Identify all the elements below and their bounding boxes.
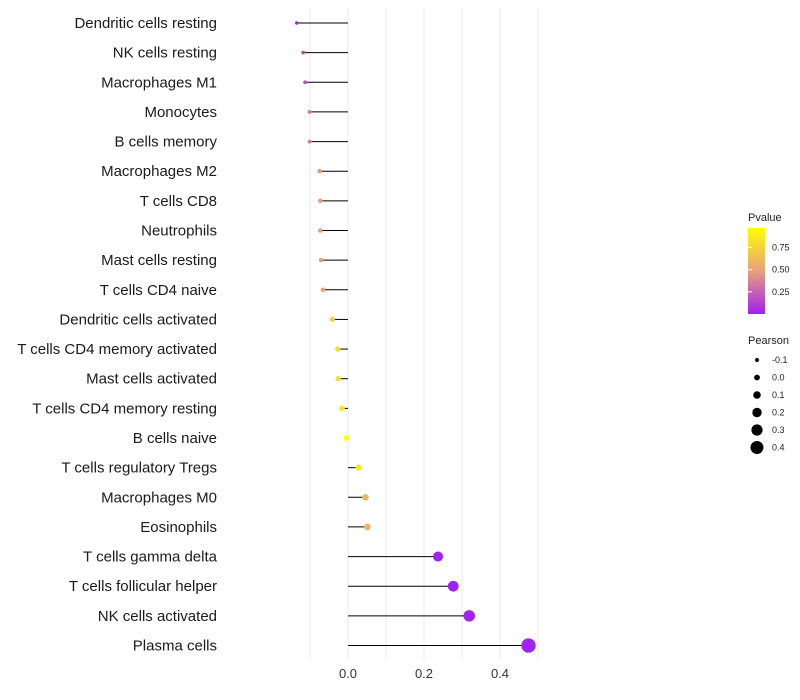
x-tick-label: 0.0 (339, 666, 357, 681)
category-label: Plasma cells (133, 638, 217, 655)
category-label: B cells memory (114, 134, 217, 151)
lollipop-point (362, 493, 369, 501)
x-tick-label: 0.2 (415, 666, 433, 681)
legend-pearson-label: 0.1 (772, 390, 785, 400)
category-label: Mast cells activated (86, 371, 217, 388)
category-label: Eosinophils (140, 519, 217, 536)
category-label: Macrophages M2 (101, 163, 217, 180)
category-label: NK cells activated (98, 608, 217, 625)
lollipop-point (301, 50, 305, 55)
category-label: Neutrophils (141, 223, 217, 240)
category-label: T cells CD4 memory activated (17, 341, 217, 358)
legend-pearson-key (754, 374, 760, 381)
x-tick-label: 0.4 (491, 666, 509, 681)
category-label: T cells CD8 (140, 193, 217, 210)
grid-layer (309, 8, 539, 660)
lollipop-point (447, 580, 459, 592)
legend-pvalue-title: Pvalue (748, 212, 782, 224)
lollipop-point (335, 346, 341, 352)
x-axis-ticks: 0.0 0.2 0.4 (339, 666, 509, 681)
legend-pvalue-label: 0.25 (772, 287, 790, 297)
category-label: T cells CD4 naive (100, 282, 217, 299)
category-label: T cells follicular helper (69, 578, 217, 595)
category-label: NK cells resting (113, 45, 217, 62)
lollipop-point (335, 376, 341, 382)
category-label: Mast cells resting (101, 252, 217, 269)
legend-pearson-key (750, 441, 764, 454)
lollipop-point (329, 316, 335, 322)
lollipop-point (320, 287, 326, 293)
lollipop-point (343, 435, 350, 441)
lollipop-point (318, 198, 323, 204)
legend-pearson: Pearson -0.1 0.0 0.1 0.2 0.3 0.4 (748, 335, 789, 454)
legend-pearson-key (752, 407, 762, 418)
lollipop-point (521, 638, 536, 653)
category-label: Monocytes (144, 104, 217, 121)
lollipop-point (317, 168, 322, 174)
lollipop-point (433, 551, 444, 562)
segment-layer (296, 22, 529, 646)
category-label: Macrophages M1 (101, 74, 217, 91)
lollipop-point (295, 21, 299, 25)
lollipop-point (307, 139, 312, 144)
lollipop-point (307, 109, 312, 114)
legend-pvalue: Pvalue 0.25 0.50 0.75 (748, 212, 790, 314)
lollipop-point (318, 257, 324, 263)
category-label: Dendritic cells activated (59, 311, 217, 328)
legend-pearson-label: 0.2 (772, 408, 785, 418)
legend-pearson-key (751, 424, 763, 436)
category-label: Dendritic cells resting (74, 15, 217, 32)
legend-pearson-label: 0.3 (772, 425, 785, 435)
category-label: T cells regulatory Tregs (61, 460, 217, 477)
category-label: T cells CD4 memory resting (32, 400, 217, 417)
category-label: T cells gamma delta (83, 549, 218, 566)
lollipop-point (355, 464, 362, 471)
legend-pearson-key (755, 358, 759, 362)
category-labels: Dendritic cells resting NK cells resting M… (17, 15, 217, 655)
legend-pearson-title: Pearson (748, 335, 789, 347)
lollipop-point (463, 610, 475, 622)
legend-pvalue-label: 0.75 (772, 243, 790, 253)
lollipop-point (303, 80, 307, 85)
category-label: B cells naive (133, 430, 217, 447)
legend-pearson-key (753, 391, 761, 399)
legend-pvalue-label: 0.50 (772, 265, 790, 275)
legend-pearson-label: 0.4 (772, 443, 785, 453)
category-label: Macrophages M0 (101, 489, 217, 506)
lollipop-point (364, 523, 371, 531)
point-layer (295, 21, 536, 653)
legend-pvalue-colorbar (748, 228, 765, 314)
lollipop-point (318, 228, 323, 233)
legend-pearson-label: -0.1 (772, 355, 788, 365)
lollipop-point (339, 405, 345, 412)
legend-pearson-label: 0.0 (772, 373, 785, 383)
